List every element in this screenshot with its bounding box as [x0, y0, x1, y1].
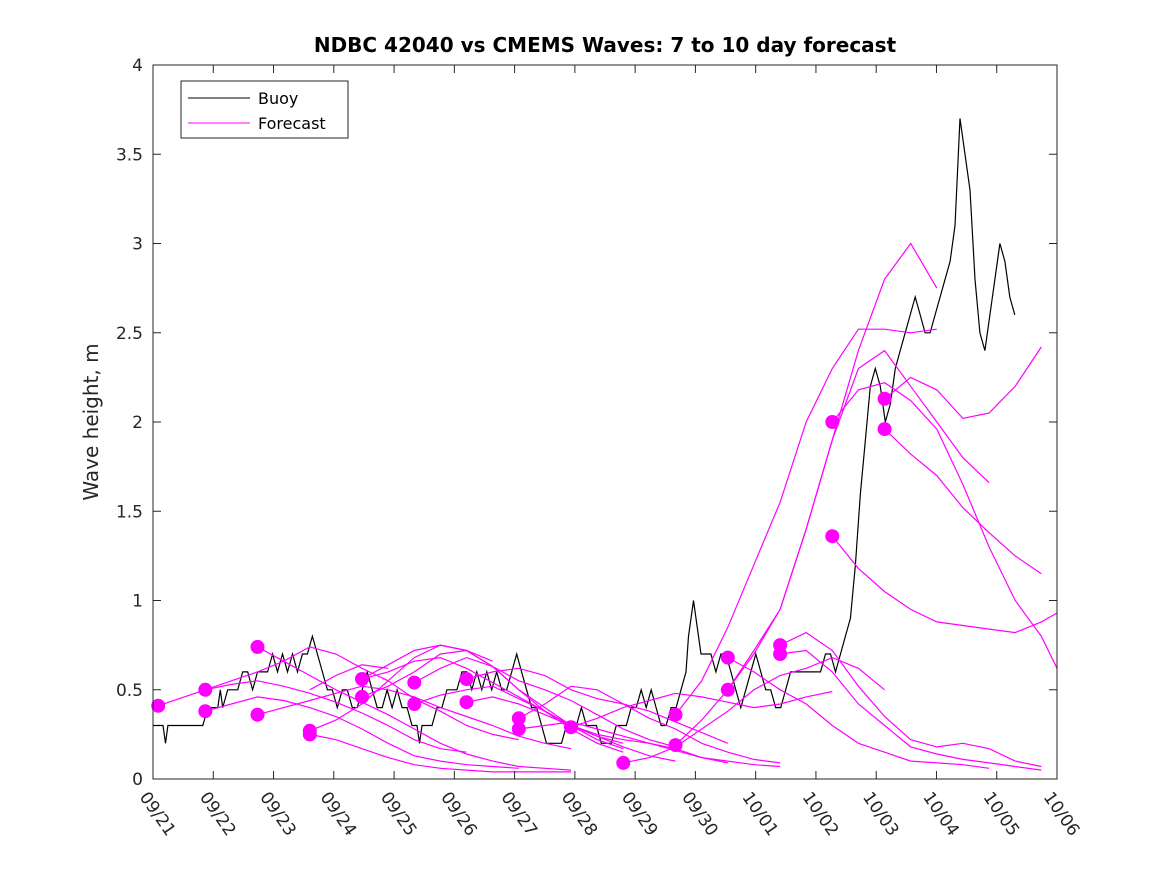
- plot-area-background: [153, 65, 1057, 779]
- forecast-marker: [302, 727, 317, 742]
- x-tick-label: 09/21: [135, 788, 179, 840]
- legend-buoy-label: Buoy: [258, 89, 298, 108]
- legend: Buoy Forecast: [180, 80, 349, 139]
- y-tick-label: 3.5: [116, 145, 143, 165]
- forecast-run-line: [309, 733, 571, 773]
- y-axis-label: Wave height, m: [79, 343, 103, 500]
- x-tick-label: 10/01: [738, 788, 782, 840]
- y-tick-label: 2.5: [116, 324, 143, 344]
- forecast-marker: [877, 391, 892, 406]
- buoy-line: [153, 118, 1016, 744]
- x-tick-label: 09/22: [195, 788, 239, 840]
- forecast-run-line: [257, 685, 572, 750]
- forecast-run-line: [518, 721, 781, 768]
- forecast-marker: [198, 682, 213, 697]
- forecast-run-line: [831, 382, 1058, 669]
- x-tick-label: 09/23: [255, 788, 299, 840]
- forecast-marker: [355, 689, 369, 704]
- forecast-marker: [151, 698, 166, 713]
- y-tick-label: 4: [132, 56, 143, 76]
- forecast-marker: [198, 704, 213, 719]
- x-tick-label: 09/29: [617, 788, 661, 840]
- y-tick-label: 2: [132, 413, 143, 433]
- forecast-run-line: [518, 685, 781, 764]
- x-tick-label: 09/26: [436, 788, 480, 840]
- forecast-run-line: [466, 696, 728, 764]
- forecast-marker: [668, 738, 683, 753]
- x-tick-label: 10/06: [1039, 788, 1083, 840]
- y-tick-label: 1.5: [116, 502, 143, 522]
- forecast-marker: [459, 672, 474, 686]
- x-tick-label: 09/25: [376, 788, 420, 840]
- forecast-marker: [616, 755, 631, 770]
- forecast-run-line: [414, 685, 676, 762]
- legend-box: [180, 80, 349, 139]
- forecast-marker: [564, 720, 578, 735]
- chart-title: NDBC 42040 vs CMEMS Waves: 7 to 10 day f…: [314, 33, 897, 57]
- x-tick-label: 09/27: [497, 788, 541, 840]
- x-tick-label: 10/04: [918, 788, 962, 840]
- forecast-marker: [825, 415, 840, 429]
- forecast-marker: [668, 707, 683, 722]
- forecast-run-line: [780, 649, 1042, 771]
- forecast-run-line: [623, 656, 885, 764]
- y-tick-label: 0.5: [116, 681, 143, 701]
- forecast-run-line: [257, 646, 572, 771]
- forecast-run-line: [884, 346, 1042, 420]
- legend-forecast-label: Forecast: [258, 114, 326, 133]
- x-tick-label: 10/02: [798, 788, 842, 840]
- forecast-run-line: [205, 646, 519, 741]
- x-tick-label: 10/05: [979, 788, 1023, 840]
- forecast-marker: [250, 707, 265, 722]
- forecast-marker: [825, 529, 840, 544]
- forecast-marker: [720, 650, 735, 665]
- forecast-marker: [250, 639, 265, 654]
- forecast-run-line: [727, 349, 990, 691]
- forecast-run-line: [466, 667, 729, 744]
- forecast-run-line: [570, 690, 833, 728]
- forecast-run-line: [779, 631, 1042, 768]
- y-tick-label: 3: [132, 235, 143, 255]
- forecast-marker: [511, 711, 526, 726]
- y-tick-label: 1: [132, 592, 143, 612]
- forecast-marker: [877, 422, 892, 437]
- forecast-run-line: [884, 428, 1042, 575]
- forecast-marker: [407, 675, 422, 690]
- forecast-marker: [459, 695, 474, 710]
- forecast-marker: [773, 647, 788, 661]
- series-layer: [151, 118, 1058, 773]
- forecast-marker: [407, 697, 422, 711]
- forecast-marker: [511, 722, 526, 736]
- x-tick-label: 09/28: [557, 788, 601, 840]
- forecast-marker: [355, 672, 369, 686]
- y-tick-label: 0: [132, 770, 143, 790]
- forecast-marker: [720, 682, 735, 697]
- x-tick-label: 09/24: [316, 788, 360, 840]
- forecast-run-line: [309, 664, 389, 691]
- forecast-run-line: [831, 535, 1058, 634]
- forecast-run-line: [205, 696, 519, 769]
- forecast-run-line: [675, 328, 937, 716]
- x-tick-label: 10/03: [858, 788, 902, 840]
- forecast-run-line: [414, 656, 676, 748]
- forecast-run-line: [727, 657, 990, 769]
- x-tick-label: 09/30: [677, 788, 721, 840]
